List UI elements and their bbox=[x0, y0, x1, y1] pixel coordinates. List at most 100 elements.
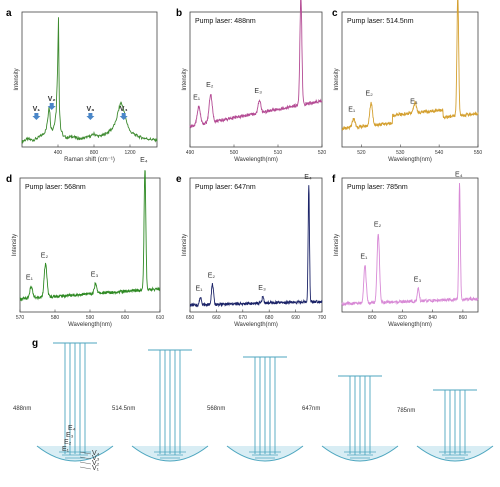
energy-level-label: E₂ bbox=[64, 439, 72, 446]
arrow-down-icon bbox=[119, 113, 128, 120]
vibrational-label: V₁ bbox=[92, 465, 100, 472]
x-axis-label: Raman shift (cm⁻¹) bbox=[64, 157, 115, 163]
peak-label: E₄ bbox=[304, 174, 312, 181]
x-tick-label: 1200 bbox=[124, 150, 135, 156]
peak-label: E₁ bbox=[360, 253, 368, 260]
leader-line bbox=[79, 461, 92, 465]
panel-f: f 800 820 840 860 Wavelength(nm) Intensity Pump… bbox=[332, 172, 479, 328]
x-tick-label: 580 bbox=[51, 315, 60, 321]
x-axis-label: Wavelength(nm) bbox=[234, 157, 278, 163]
panel-label: b bbox=[176, 8, 182, 19]
leader-line bbox=[79, 456, 92, 460]
peak-label: E₃ bbox=[414, 276, 422, 283]
pump-label: Pump laser: 514.5nm bbox=[347, 18, 414, 25]
panel-a: a 400 800 1200 Raman shift (cm⁻¹) Intensity V₁… bbox=[6, 8, 158, 163]
panel-frame bbox=[189, 177, 323, 313]
y-axis-label: Intensity bbox=[334, 234, 340, 256]
pump-label: Pump laser: 568nm bbox=[25, 184, 86, 191]
diagram-647nm: 647nm bbox=[302, 375, 399, 462]
arrow-down-icon bbox=[86, 113, 95, 120]
y-axis-label: Intensity bbox=[14, 68, 20, 90]
mode-label: V₄ bbox=[120, 106, 128, 113]
mode-label: V₃ bbox=[86, 106, 94, 113]
vibrational-label: V₃ bbox=[92, 455, 100, 462]
x-tick-label: 650 bbox=[186, 315, 195, 321]
x-tick-label: 550 bbox=[474, 150, 483, 156]
y-axis-label: Intensity bbox=[12, 234, 18, 256]
series-line bbox=[21, 17, 158, 145]
x-axis-label: Wavelength(nm) bbox=[234, 322, 278, 328]
series-line bbox=[341, 0, 479, 131]
series-line bbox=[19, 170, 161, 302]
pump-label: Pump laser: 488nm bbox=[195, 18, 256, 25]
peak-label: E₂ bbox=[208, 272, 216, 279]
peak-label: E₃ bbox=[410, 98, 418, 105]
leader-line bbox=[79, 466, 92, 470]
wavelength-label: 488nm bbox=[13, 406, 31, 412]
x-tick-label: 610 bbox=[156, 315, 165, 321]
panel-label: d bbox=[6, 174, 12, 185]
peak-label: E₂ bbox=[374, 221, 382, 228]
arrow-down-icon bbox=[32, 113, 41, 120]
x-tick-label: 820 bbox=[398, 315, 407, 321]
peak-label: E₁ bbox=[193, 95, 201, 102]
panel-frame bbox=[21, 11, 158, 148]
x-tick-label: 680 bbox=[265, 315, 274, 321]
panel-label: f bbox=[332, 174, 336, 185]
energy-level-label: E₁ bbox=[62, 446, 70, 453]
peak-label: E₁ bbox=[348, 106, 356, 113]
energy-level-label: E₄ bbox=[68, 425, 76, 432]
peak-label: E₄ bbox=[140, 157, 148, 164]
x-tick-label: 500 bbox=[230, 150, 239, 156]
pump-label: Pump laser: 785nm bbox=[347, 184, 408, 191]
diagram-514.5nm: 514.5nm bbox=[112, 349, 209, 462]
wavelength-label: 568nm bbox=[207, 406, 225, 412]
peak-label: E₁ bbox=[26, 275, 34, 282]
x-tick-label: 800 bbox=[368, 315, 377, 321]
x-axis-label: Wavelength(nm) bbox=[68, 322, 112, 328]
wavelength-label: 514.5nm bbox=[112, 406, 135, 412]
x-tick-label: 800 bbox=[90, 150, 99, 156]
series-line bbox=[189, 185, 323, 308]
panel-b: b 490 500 510 520 Wavelength(nm) Intensity Pump… bbox=[176, 0, 326, 163]
peak-label: E₂ bbox=[41, 252, 49, 259]
panel-e: e 650 660 670 680 690 700 Wavelength(nm) Intensi… bbox=[176, 174, 326, 328]
panel-label: g bbox=[32, 338, 38, 349]
x-tick-label: 590 bbox=[86, 315, 95, 321]
x-tick-label: 520 bbox=[357, 150, 366, 156]
x-tick-label: 700 bbox=[318, 315, 327, 321]
x-tick-label: 670 bbox=[239, 315, 248, 321]
pump-label: Pump laser: 647nm bbox=[195, 184, 256, 191]
series-line bbox=[189, 0, 323, 129]
vibrational-label: V₂ bbox=[92, 460, 100, 467]
y-axis-label: Intensity bbox=[182, 68, 188, 90]
peak-label: E₄ bbox=[455, 172, 463, 179]
y-axis-label: Intensity bbox=[334, 68, 340, 90]
series-line bbox=[341, 182, 479, 307]
mode-label: V₂ bbox=[48, 96, 56, 103]
panel-c: c 520 530 540 550 Wavelength(nm) Intensity Pump… bbox=[332, 0, 482, 163]
x-axis-label: Wavelength(nm) bbox=[388, 157, 432, 163]
x-tick-label: 510 bbox=[274, 150, 283, 156]
peak-label: E₃ bbox=[91, 271, 99, 278]
peak-label: E₂ bbox=[206, 82, 214, 89]
peak-label: E₃ bbox=[258, 285, 266, 292]
panel-label: c bbox=[332, 8, 338, 19]
x-tick-label: 840 bbox=[428, 315, 437, 321]
x-tick-label: 690 bbox=[291, 315, 300, 321]
wavelength-label: 647nm bbox=[302, 406, 320, 412]
x-tick-label: 570 bbox=[16, 315, 25, 321]
x-tick-label: 530 bbox=[396, 150, 405, 156]
panel-frame bbox=[341, 177, 479, 313]
vibrational-label: V₄ bbox=[92, 450, 100, 457]
mode-label: V₁ bbox=[33, 106, 41, 113]
x-tick-label: 490 bbox=[186, 150, 195, 156]
panel-label: a bbox=[6, 8, 12, 19]
panel-d: d 570 580 590 600 610 Wavelength(nm) Intensity P… bbox=[6, 157, 164, 328]
x-tick-label: 520 bbox=[318, 150, 327, 156]
panel-frame bbox=[19, 177, 161, 313]
panel-label: e bbox=[176, 174, 182, 185]
